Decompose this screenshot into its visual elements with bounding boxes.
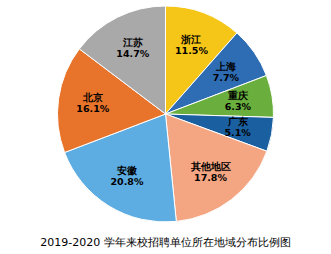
data-label: 14.7% <box>116 48 149 59</box>
pie-slice <box>166 114 267 221</box>
labels: 浙江11.5% 上海7.7% 重庆6.3% 广东5.1% 其他地区17.8% 安徽20.8… <box>76 34 251 187</box>
data-label: 16.1% <box>76 103 109 114</box>
pie <box>57 6 273 222</box>
slice-label: 江苏 <box>122 37 143 48</box>
slice-label: 上海 <box>215 61 236 72</box>
slice-label: 其他地区 <box>190 161 231 172</box>
slice-label: 北京 <box>82 92 103 103</box>
data-label: 6.3% <box>225 101 252 112</box>
chart: 浙江11.5% 上海7.7% 重庆6.3% 广东5.1% 其他地区17.8% 安徽20.8… <box>0 0 331 254</box>
data-label: 11.5% <box>175 45 208 56</box>
data-label: 5.1% <box>224 127 251 138</box>
slice-label: 安徽 <box>117 165 138 176</box>
data-label: 20.8% <box>110 176 143 187</box>
slice-label: 浙江 <box>180 34 201 45</box>
data-label: 17.8% <box>194 172 227 183</box>
slice-label: 重庆 <box>227 90 248 101</box>
slice-label: 广东 <box>227 116 248 127</box>
data-label: 7.7% <box>213 72 240 83</box>
pie-slice <box>79 6 165 114</box>
title: 2019-2020 学年来校招聘单位所在地域分布比例图 <box>40 236 290 249</box>
